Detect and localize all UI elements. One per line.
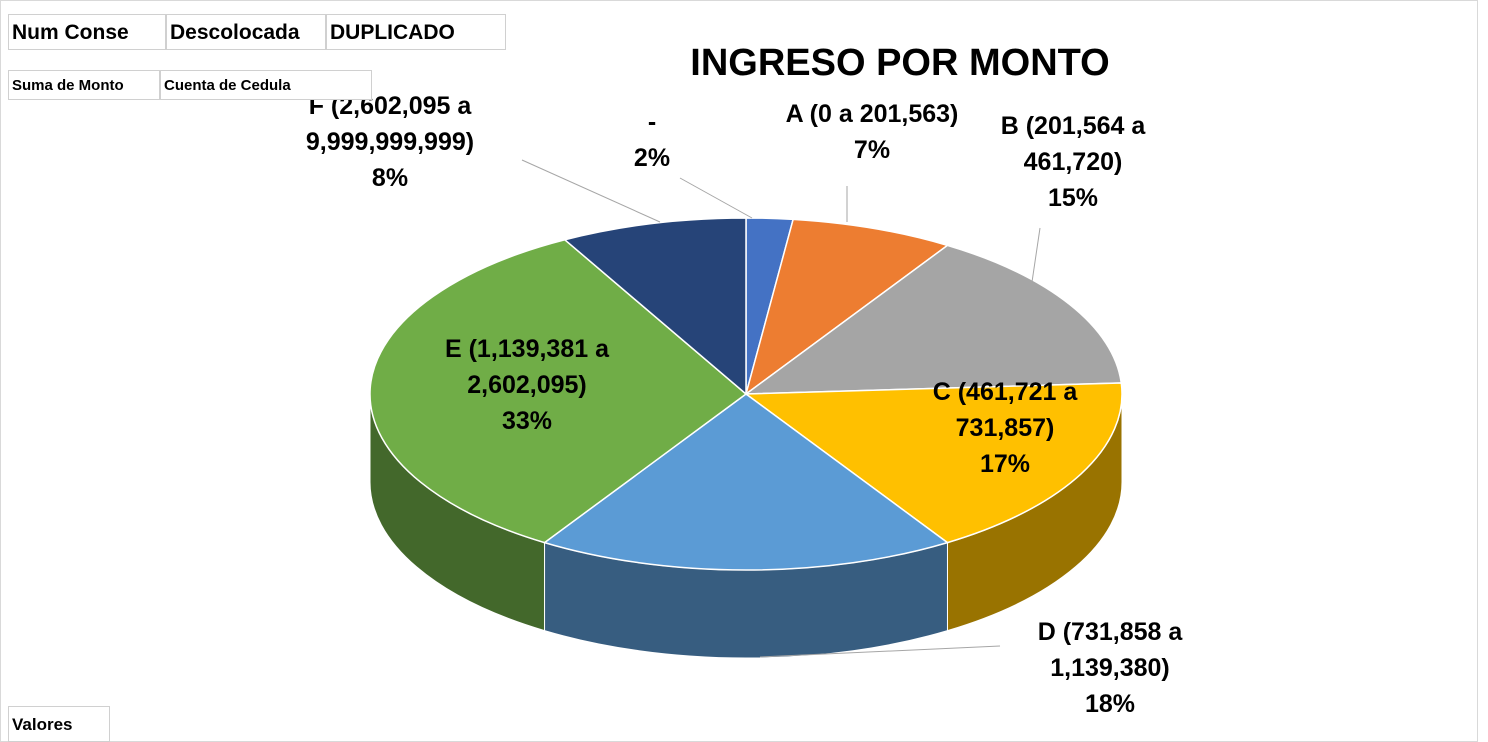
- data-label: C (461,721 a 731,857) 17%: [895, 374, 1115, 482]
- data-label: B (201,564 a 461,720) 15%: [973, 108, 1173, 216]
- leader-line: [521, 159, 661, 223]
- data-label: D (731,858 a 1,139,380) 18%: [995, 614, 1225, 722]
- data-label: A (0 a 201,563) 7%: [742, 96, 1002, 168]
- data-label: F (2,602,095 a 9,999,999,999) 8%: [265, 88, 515, 196]
- data-label-value: 7%: [853, 136, 891, 164]
- slice: [743, 244, 1123, 395]
- data-label-category: E (1,139,381 a 2,602,095): [444, 335, 609, 399]
- leader-line: [679, 177, 753, 219]
- filter-button[interactable]: Descolocada: [166, 14, 326, 50]
- slice: [542, 393, 950, 571]
- data-label-category: -: [647, 108, 657, 136]
- value-button[interactable]: Cuenta de Cedula: [160, 70, 372, 100]
- data-label-category: B (201,564 a 461,720): [1000, 112, 1146, 176]
- chart-title: INGRESO POR MONTO: [690, 42, 1110, 84]
- data-label: E (1,139,381 a 2,602,095) 33%: [412, 331, 642, 439]
- slice: [369, 238, 748, 544]
- data-label-category: A (0 a 201,563): [785, 100, 959, 128]
- data-label-value: 8%: [371, 164, 409, 192]
- filter-button[interactable]: DUPLICADO: [326, 14, 506, 50]
- data-label-category: C (461,721 a 731,857): [932, 378, 1078, 442]
- filter-button[interactable]: Num Conse: [8, 14, 166, 50]
- slice: [563, 217, 747, 396]
- leader-line: [759, 645, 1001, 658]
- data-label-value: 18%: [1084, 690, 1136, 718]
- data-label-value: 17%: [979, 450, 1031, 478]
- data-label-category: D (731,858 a 1,139,380): [1037, 618, 1183, 682]
- leader-line: [1031, 227, 1041, 283]
- data-label-value: 2%: [633, 144, 671, 172]
- slice: [744, 218, 950, 396]
- data-label-value: 33%: [501, 407, 553, 435]
- data-label: - 2%: [622, 104, 682, 176]
- axis-button[interactable]: Valores: [8, 706, 110, 742]
- slice: [743, 382, 1123, 544]
- data-label-value: 15%: [1047, 184, 1099, 212]
- value-button[interactable]: Suma de Monto: [8, 70, 160, 100]
